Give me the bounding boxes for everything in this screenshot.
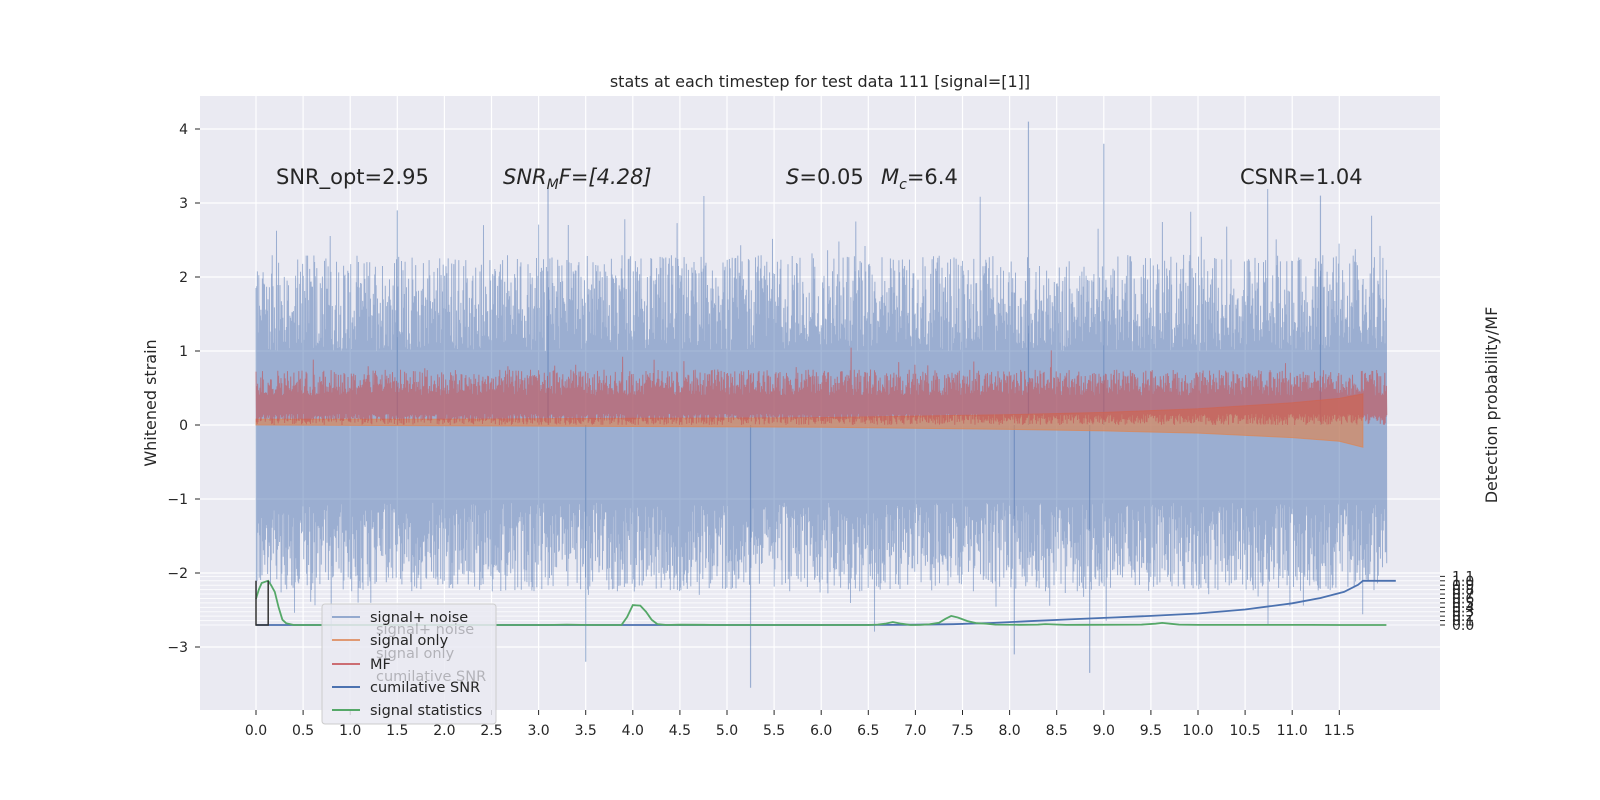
x-tick-label: 4.0 bbox=[622, 723, 644, 739]
annotation-snr-opt: SNR_opt=2.95 bbox=[276, 165, 429, 190]
x-tick-label: 7.5 bbox=[951, 723, 973, 739]
legend-entry: cumilative SNR bbox=[370, 680, 480, 696]
series-detector-trace bbox=[255, 580, 269, 626]
x-tick-label: 9.0 bbox=[1093, 723, 1115, 739]
x-tick-label: 8.0 bbox=[998, 723, 1020, 739]
y2-tick-label: 0.3 bbox=[1452, 605, 1474, 621]
series-mf bbox=[255, 347, 1388, 426]
x-tick-label: 6.5 bbox=[857, 723, 879, 739]
ghost-legend-entry: signal+ noise bbox=[376, 622, 474, 638]
x-tick-label: 8.5 bbox=[1046, 723, 1068, 739]
y-tick-label: −1 bbox=[167, 492, 188, 508]
x-tick-label: 5.5 bbox=[763, 723, 785, 739]
x-tick-label: 0.0 bbox=[245, 723, 267, 739]
legend-frame bbox=[321, 603, 497, 725]
y-axis-label: Whitened strain bbox=[141, 339, 160, 466]
x-tick-label: 3.5 bbox=[575, 723, 597, 739]
y2-tick-label: 0.7 bbox=[1452, 587, 1474, 603]
x-tick-label: 3.0 bbox=[527, 723, 549, 739]
annotation-mc-symbol: M bbox=[881, 165, 899, 189]
y2-tick-label: 0.8 bbox=[1452, 583, 1474, 599]
annotation-snr-mf-rest-f: F=[4.28] bbox=[559, 165, 652, 189]
y2-tick-label: 0.1 bbox=[1452, 614, 1474, 630]
x-tick-label: 5.0 bbox=[716, 723, 738, 739]
annotation-snr-mf-sub: M bbox=[547, 177, 559, 193]
y2-tick-label: 0.2 bbox=[1452, 609, 1474, 625]
annotation-s-symbol: S bbox=[786, 165, 799, 189]
x-tick-label: 10.0 bbox=[1182, 723, 1213, 739]
annotation-s: S=0.05 bbox=[786, 165, 864, 189]
annotation-mc-value: =6.4 bbox=[907, 165, 958, 189]
x-tick-label: 6.0 bbox=[810, 723, 832, 739]
annotation-s-value: =0.05 bbox=[799, 165, 863, 189]
y2-tick-label: 1.1 bbox=[1452, 569, 1474, 585]
y-tick-label: 2 bbox=[179, 270, 188, 286]
y-tick-label: −3 bbox=[167, 640, 188, 656]
series-layer bbox=[255, 121, 1396, 688]
legend-entry: signal+ noise bbox=[370, 610, 468, 626]
ghost-legend-entry: signal only bbox=[376, 646, 455, 662]
series-signal-statistics bbox=[255, 579, 1387, 626]
x-tick-label: 1.0 bbox=[339, 723, 361, 739]
x-tick-label: 4.5 bbox=[669, 723, 691, 739]
legend-entry: MF bbox=[370, 657, 391, 673]
chart-title: stats at each timestep for test data 111… bbox=[610, 72, 1030, 91]
legend-entry: signal only bbox=[370, 633, 449, 649]
y2-tick-label: 0.5 bbox=[1452, 596, 1474, 612]
y2-tick-label: 0.4 bbox=[1452, 600, 1474, 616]
y2-tick-label: 0.6 bbox=[1452, 591, 1474, 607]
x-tick-label: 2.5 bbox=[480, 723, 502, 739]
annotation-snr-mf: SNRMF=[4.28] bbox=[503, 165, 652, 193]
y-tick-label: −2 bbox=[167, 566, 188, 582]
x-tick-label: 9.5 bbox=[1140, 723, 1162, 739]
x-tick-label: 7.0 bbox=[904, 723, 926, 739]
y-tick-label: 0 bbox=[179, 418, 188, 434]
ticks: 0.0 0.5 1.0 1.5 2.0 2.5 3.0 3.5 4.0 4.5 5.0 5.5 6.0 6… bbox=[167, 122, 1474, 739]
ghost-legend-entry: cumilative SNR bbox=[376, 669, 486, 685]
annotations: SNR_opt=2.95 SNRMF=[4.28] S=0.05 Mc=6.4 … bbox=[276, 165, 1363, 193]
x-tick-label: 11.0 bbox=[1277, 723, 1308, 739]
y-tick-label: 3 bbox=[179, 196, 188, 212]
annotation-mc-sub: c bbox=[899, 177, 907, 193]
series-signal-only bbox=[255, 393, 1364, 448]
annotation-snr-mf-base: SNR bbox=[503, 165, 547, 189]
x-tick-label: 0.5 bbox=[292, 723, 314, 739]
annotation-csnr: CSNR=1.04 bbox=[1240, 165, 1363, 189]
annotation-mc: Mc=6.4 bbox=[881, 165, 958, 193]
y2-tick-label: 0.0 bbox=[1452, 618, 1474, 634]
x-tick-label: 10.5 bbox=[1230, 723, 1261, 739]
y2-axis-label: Detection probability/MF bbox=[1482, 307, 1501, 504]
x-tick-label: 11.5 bbox=[1324, 723, 1355, 739]
y2-tick-label: 0.9 bbox=[1452, 578, 1474, 594]
x-tick-label: 1.5 bbox=[386, 723, 408, 739]
x-tick-label: 2.0 bbox=[433, 723, 455, 739]
y-tick-label: 1 bbox=[179, 344, 188, 360]
y-tick-label: 4 bbox=[179, 122, 188, 138]
legend-entry: signal statistics bbox=[370, 703, 482, 719]
y2-tick-label: 1.0 bbox=[1452, 574, 1474, 590]
